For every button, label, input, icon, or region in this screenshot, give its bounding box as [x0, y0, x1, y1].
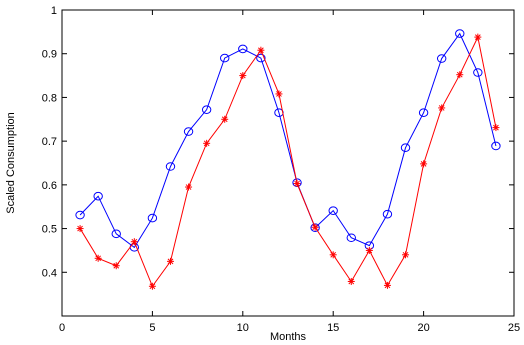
data-point-star — [420, 160, 428, 168]
y-tick-label: 0.6 — [42, 180, 57, 192]
data-point-circle — [147, 213, 158, 223]
y-tick-label: 0.9 — [42, 49, 57, 61]
y-tick-label: 1 — [51, 5, 57, 17]
data-point-star — [311, 223, 319, 231]
data-point-star — [239, 72, 247, 80]
data-point-circle — [75, 210, 85, 220]
data-point-circle — [220, 53, 230, 63]
data-point-circle — [111, 229, 121, 239]
x-axis-ticks: 0 5 10 15 20 25 — [59, 10, 520, 334]
data-point-star — [365, 246, 373, 254]
data-point-star — [112, 262, 120, 270]
y-axis-ticks: 0.4 0.5 0.6 0.7 0.8 0.9 1 — [42, 5, 514, 279]
data-point-star — [76, 225, 84, 233]
series-line — [79, 32, 497, 249]
data-point-star — [456, 71, 464, 79]
series-line — [79, 35, 497, 288]
data-point-circle — [382, 209, 393, 219]
series-layer — [75, 29, 501, 290]
y-tick-label: 0.4 — [42, 267, 57, 279]
data-point-star — [383, 281, 391, 289]
data-point-circle — [183, 127, 194, 136]
x-tick-label: 0 — [59, 322, 65, 334]
y-tick-label: 0.5 — [42, 224, 57, 236]
data-point-star — [347, 277, 355, 285]
data-point-circle — [473, 68, 483, 77]
data-point-star — [221, 115, 229, 123]
data-point-circle — [256, 53, 266, 63]
data-point-star — [94, 254, 102, 262]
x-tick-label: 10 — [237, 322, 249, 334]
data-point-star — [275, 90, 283, 98]
data-point-star — [130, 238, 138, 246]
data-point-star — [185, 183, 193, 191]
plot-area — [61, 9, 515, 317]
series-1 — [76, 33, 500, 290]
data-point-star — [474, 33, 482, 41]
data-point-circle — [455, 29, 465, 38]
data-point-star — [203, 139, 211, 147]
data-point-circle — [238, 44, 248, 54]
data-point-star — [329, 251, 337, 259]
data-point-circle — [93, 191, 103, 201]
data-point-circle — [328, 206, 338, 215]
x-tick-label: 15 — [327, 322, 339, 334]
y-tick-label: 0.8 — [42, 92, 57, 104]
data-point-star — [166, 257, 174, 265]
data-point-circle — [201, 105, 212, 114]
data-point-circle — [346, 233, 356, 243]
data-point-star — [257, 46, 265, 54]
data-point-star — [148, 282, 156, 290]
data-point-star — [402, 251, 410, 259]
data-point-circle — [165, 162, 176, 171]
data-point-star — [492, 124, 500, 132]
x-tick-label: 5 — [149, 322, 155, 334]
y-axis-label: Scaled Consumption — [5, 112, 17, 214]
data-point-circle — [436, 54, 447, 63]
data-point-circle — [400, 143, 411, 152]
x-tick-label: 20 — [417, 322, 429, 334]
x-tick-label: 25 — [508, 322, 520, 334]
x-axis-label: Months — [270, 331, 307, 343]
data-point-circle — [418, 108, 429, 118]
data-point-star — [438, 104, 446, 112]
y-tick-label: 0.7 — [42, 136, 57, 148]
data-point-circle — [491, 141, 501, 151]
data-point-star — [293, 180, 301, 188]
